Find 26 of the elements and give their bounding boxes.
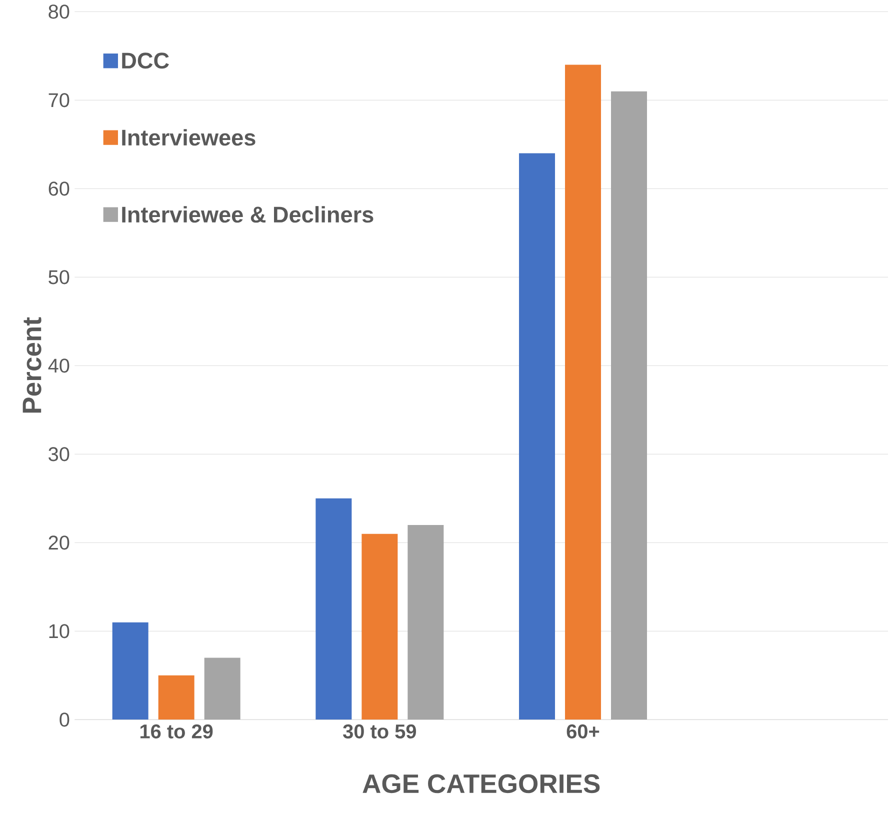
y-tick-label: 50	[48, 270, 70, 284]
legend-label: Interviewees	[122, 129, 256, 146]
legend-label: DCC	[122, 52, 169, 69]
y-tick-label: 30	[48, 447, 70, 462]
bar	[519, 153, 556, 720]
y-axis-title: Percent	[22, 317, 42, 413]
bar	[362, 534, 398, 720]
y-tick-label: 0	[60, 712, 70, 727]
bar	[112, 622, 148, 720]
y-tick-label: 10	[49, 624, 70, 638]
y-tick-label: 20	[48, 536, 70, 550]
x-tick-label: 60+	[566, 724, 600, 738]
bar	[316, 498, 352, 720]
y-tick-label: 40	[48, 358, 70, 373]
bar	[408, 524, 444, 720]
y-tick-label: 70	[48, 93, 70, 108]
x-tick-label: 30 to 59	[343, 724, 416, 738]
legend-label: Interviewee & Decliners	[122, 206, 374, 223]
y-tick-label: 60	[48, 182, 70, 196]
bar	[204, 658, 240, 720]
bar	[158, 675, 194, 720]
bar	[611, 91, 648, 720]
bar	[565, 64, 602, 720]
x-tick-label: 16 to 29	[140, 724, 213, 738]
y-tick-label: 80	[48, 4, 70, 19]
x-axis-title: AGE CATEGORIES	[362, 774, 600, 794]
